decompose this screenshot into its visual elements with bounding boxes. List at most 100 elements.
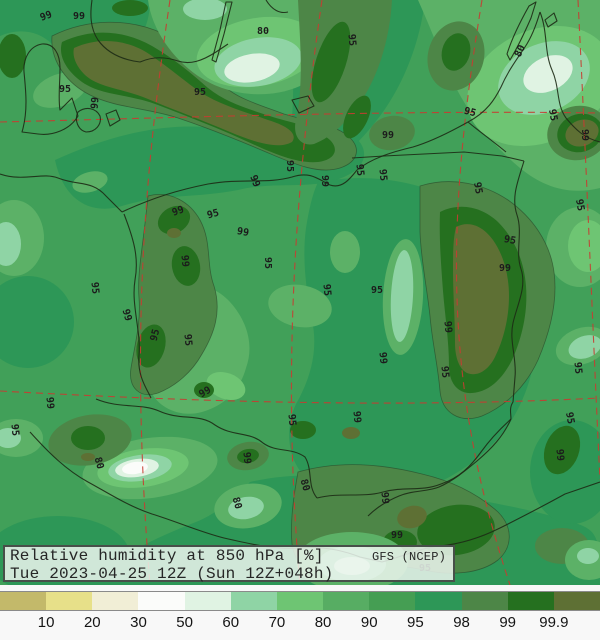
humidity-region-emerald-left-center [0,276,74,368]
contour-label-16: 99 [319,175,330,187]
colorbar-segment-1 [46,592,93,610]
humidity-region-olive-eastband [453,224,509,375]
contour-label-20: 95 [573,198,586,212]
contour-label-2: 80 [257,26,269,37]
contour-label-21: 99 [236,226,250,239]
contour-label-0: 99 [39,9,54,23]
contour-label-35: 95 [571,362,583,375]
contour-label-19: 95 [206,208,220,222]
colorbar-tick-95: 95 [407,614,424,631]
contour-label-22: 95 [503,234,517,247]
colorbar-segment-10 [461,592,508,610]
border-oland-island [211,1,233,63]
humidity-region-light-center-spot [268,284,332,328]
border-czech-north-border [95,398,318,499]
humidity-region-dark-south-a [417,504,495,556]
humidity-region-olive-baltic [73,41,294,146]
contour-label-5: 95 [59,84,71,95]
border-german-coast [0,173,123,213]
humidity-region-olive-south [397,505,427,529]
map-title: Relative humidity at 850 hPa [%] [10,547,324,565]
contour-label-29: 99 [120,308,134,322]
contour-label-7: 95 [194,87,206,98]
colorbar-tick-20: 20 [83,614,101,631]
contour-label-15: 99 [247,174,261,189]
humidity-region-dark-tl-b [112,0,148,16]
colorbar-tick-90: 90 [360,614,378,631]
humidity-region-dark-south-b [543,425,581,475]
contour-label-6: 99 [89,97,101,110]
contour-label-10: 99 [382,130,394,141]
contour-label-17: 95 [471,181,484,195]
colorbar-tick-80: 80 [314,614,332,631]
humidity-region-dark-wp-a [157,205,191,235]
contour-label-48: 99 [391,530,403,541]
border-sweden-east-coast [265,0,289,14]
contour-label-27: 95 [320,284,332,297]
contour-label-4: 80 [513,43,528,59]
humidity-region-olive-dot-a [167,228,181,238]
contour-label-24: 95 [262,257,273,269]
humidity-region-mint-south-center [228,496,264,520]
contour-label-45: 80 [298,478,312,492]
contour-label-41: 95 [285,414,297,427]
contour-label-39: 95 [563,411,576,425]
contour-label-40: 95 [8,424,20,437]
border-sweden-coast [90,0,229,64]
humidity-region-dark-tatra-core [237,448,259,464]
valid-time-label: Tue 2023-04-25 12Z (Sun 12Z+048h) [10,565,334,583]
contour-label-8: 95 [463,106,477,120]
colorbar-segment-9 [415,592,462,610]
model-label: GFS (NCEP) [371,550,446,564]
graticule-line-3 [577,0,600,481]
humidity-region-light-coast-gap [72,171,108,193]
contour-label-32: 95 [181,334,193,347]
humidity-region-dark-tl-a [0,34,26,78]
colorbar-tick-30: 30 [130,614,147,631]
colorbar-tick-labels: 10 20 30 50 60 70 80 90 95 98 99 99.9 [0,612,600,632]
graticule-line-4 [0,111,600,123]
legend-strip: 10 20 30 50 60 70 80 90 95 98 99 99.9 [0,585,600,640]
graticule-line-5 [0,390,600,404]
humidity-region-light-center-spot2 [330,231,360,273]
border-kaliningrad-border [351,151,525,162]
humidity-region-pale-top-center [224,53,280,83]
humidity-region-dark-wp-c [136,324,166,368]
colorbar-tick-99: 99 [499,614,517,631]
colorbar-tick-98: 98 [453,614,470,631]
contour-label-23: 99 [178,255,190,268]
map-area: 99 99 80 95 80 95 99 95 95 95 99 99 95 95 95 99 99 95 99 95… [0,0,600,586]
graticule-line-2 [455,0,511,585]
humidity-region-dark-wp-b [171,246,201,286]
border-ua-sk-border [367,418,512,517]
humidity-region-light2-east [568,220,600,272]
border-small-island [544,12,558,28]
humidity-region-white-czech-core [122,461,148,475]
colorbar-tick-70: 70 [268,614,286,631]
colorbar-segment-7 [323,592,370,610]
colorbar-segment-5 [230,592,277,610]
humidity-region-dark-spot-302 [290,421,316,439]
contour-label-9: 95 [546,108,559,122]
contour-label-11: 99 [579,129,590,141]
graticule-line-0 [139,0,171,585]
map-title-box: Relative humidity at 850 hPa [%] GFS (NC… [3,545,455,583]
contour-label-43: 99 [553,449,565,462]
humidity-region-pale-ne-core [523,55,573,93]
colorbar-tick-60: 60 [222,614,240,631]
humidity-region-sage-kalin [369,115,415,151]
colorbar-segment-4 [184,592,231,610]
humidity-region-dark-ne-spot-core [441,33,471,71]
contour-label-33: 99 [376,352,388,365]
border-ne-borders [539,11,600,143]
contour-label-34: 95 [438,366,450,379]
contour-label-12: 95 [284,160,295,172]
humidity-region-dark-wp-d [194,382,214,398]
humidity-region-mint-se-corner [577,548,599,564]
weather-map: 99 99 80 95 80 95 99 95 95 95 99 99 95 95 95 99 99 95 99 95… [0,0,600,585]
humidity-region-dark-ne-b [343,95,371,139]
colorbar-segment-0 [0,592,47,610]
humidity-region-dark-ne-a [311,21,351,103]
colorbar-segment-2 [92,592,139,610]
